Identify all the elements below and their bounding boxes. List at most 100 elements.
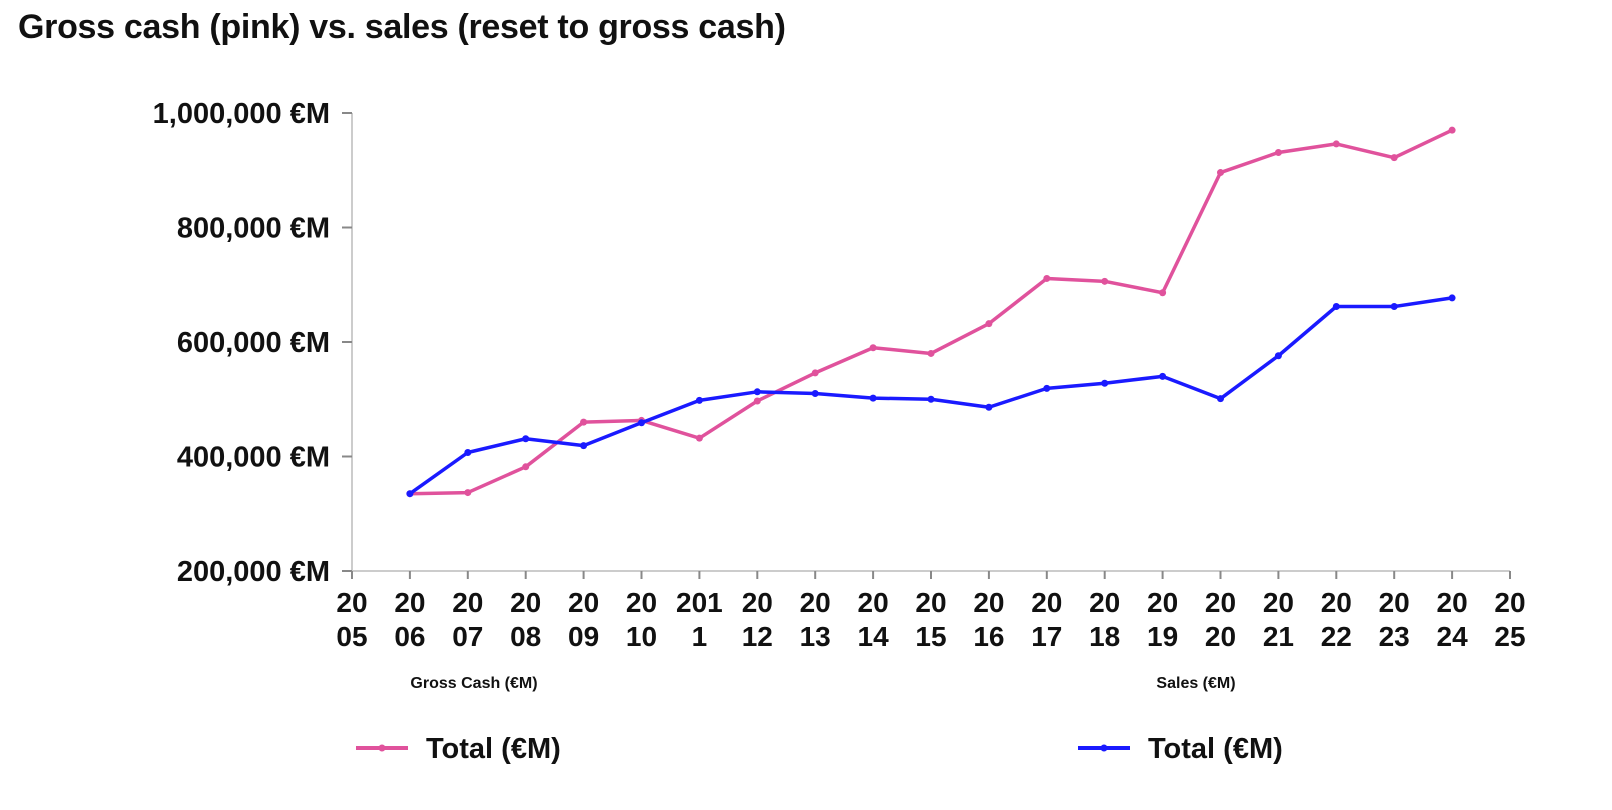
data-point xyxy=(1448,294,1456,302)
x-tick-label: 20 24 xyxy=(1437,587,1469,652)
x-tick-label-line1: 20 xyxy=(1263,587,1294,618)
x-tick-label-line2: 09 xyxy=(568,621,599,652)
chart-title: Gross cash (pink) vs. sales (reset to gr… xyxy=(18,8,786,46)
x-tick-label-line1: 20 xyxy=(742,587,773,618)
x-tick-label-line2: 13 xyxy=(800,621,831,652)
data-point xyxy=(1043,274,1051,282)
data-point xyxy=(811,369,819,377)
x-tick-label-line1: 20 xyxy=(452,587,483,618)
x-tick-label-line1: 20 xyxy=(858,587,889,618)
data-point xyxy=(1332,303,1340,311)
x-tick-label: 20 23 xyxy=(1379,587,1410,652)
x-tick-label-line2: 20 xyxy=(1205,621,1236,652)
y-tick-label: 200,000 €M xyxy=(177,556,330,588)
x-tick-label: 20 08 xyxy=(510,587,541,652)
legend-marker xyxy=(378,744,386,752)
x-tick-label-line1: 20 xyxy=(1089,587,1120,618)
data-point xyxy=(580,418,588,426)
data-point xyxy=(522,463,530,471)
x-tick-label-line2: 24 xyxy=(1437,621,1469,652)
x-tick-label-line1: 20 xyxy=(336,587,367,618)
data-point xyxy=(1101,277,1109,285)
x-tick-label-line2: 12 xyxy=(742,621,773,652)
x-tick-label-line1: 20 xyxy=(800,587,831,618)
chart-axes xyxy=(351,113,1510,572)
x-tick-label: 20 10 xyxy=(626,587,657,652)
x-tick-label: 20 13 xyxy=(800,587,831,652)
x-tick-label: 20 14 xyxy=(858,587,890,652)
y-tick-label: 800,000 €M xyxy=(177,213,330,245)
x-tick-label: 20 17 xyxy=(1031,587,1062,652)
x-tick-label-line1: 20 xyxy=(1437,587,1468,618)
legend-label: Total (€M) xyxy=(1148,733,1283,765)
x-tick-label: 20 05 xyxy=(336,587,367,652)
x-tick-label-line1: 20 xyxy=(915,587,946,618)
x-tick-label: 20 22 xyxy=(1321,587,1352,652)
x-tick-label-line2: 15 xyxy=(915,621,946,652)
x-tick-label-line1: 20 xyxy=(568,587,599,618)
x-tick-label: 201 1 xyxy=(676,587,723,652)
x-tick-label-line1: 20 xyxy=(1147,587,1178,618)
data-point xyxy=(1159,372,1167,380)
x-tick-label: 20 09 xyxy=(568,587,599,652)
x-tick-label: 20 19 xyxy=(1147,587,1178,652)
data-point xyxy=(695,434,703,442)
data-point xyxy=(985,403,993,411)
x-tick-label: 20 06 xyxy=(394,587,425,652)
data-point xyxy=(522,435,530,443)
data-point xyxy=(580,442,588,450)
x-tick-label: 20 07 xyxy=(452,587,483,652)
x-tick-label: 20 12 xyxy=(742,587,773,652)
x-tick-label-line2: 08 xyxy=(510,621,541,652)
data-point xyxy=(869,344,877,352)
legend: Total (€M) Total (€M) xyxy=(356,733,1283,765)
legend-label: Total (€M) xyxy=(426,733,561,765)
data-point xyxy=(811,390,819,398)
x-tick-label-line2: 1 xyxy=(692,621,708,652)
x-tick-label-line2: 06 xyxy=(394,621,425,652)
x-tick-label-line1: 20 xyxy=(510,587,541,618)
data-point xyxy=(753,397,761,405)
x-tick-label-line2: 21 xyxy=(1263,621,1294,652)
y-tick-label: 1,000,000 €M xyxy=(153,98,330,130)
x-tick-label: 20 21 xyxy=(1263,587,1294,652)
data-point xyxy=(1390,303,1398,311)
data-point xyxy=(1159,289,1167,297)
x-tick-label-line2: 19 xyxy=(1147,621,1178,652)
legend-marker xyxy=(1100,744,1108,752)
x-tick-label-line1: 20 xyxy=(1494,587,1525,618)
series-line-1 xyxy=(409,128,1453,496)
data-point xyxy=(927,349,935,357)
x-tick-label: 20 20 xyxy=(1205,587,1236,652)
x-tick-label-line2: 17 xyxy=(1031,621,1062,652)
data-point xyxy=(695,396,703,404)
data-point xyxy=(1274,352,1282,360)
x-tick-label-line1: 20 xyxy=(1031,587,1062,618)
x-tick-label-line2: 14 xyxy=(858,621,890,652)
x-tick-label-line1: 20 xyxy=(394,587,425,618)
data-point xyxy=(927,395,935,403)
data-point xyxy=(869,394,877,402)
x-tick-label: 20 25 xyxy=(1494,587,1525,652)
series-lines xyxy=(406,126,1456,498)
x-tick-label-line2: 22 xyxy=(1321,621,1352,652)
y-axis-ticks: 200,000 €M 400,000 €M 600,000 €M 800,000 €M… xyxy=(153,98,352,588)
x-tick-label-line1: 201 xyxy=(676,587,723,618)
x-tick-label-line1: 20 xyxy=(1321,587,1352,618)
x-tick-label-line2: 07 xyxy=(452,621,483,652)
data-point xyxy=(985,320,993,328)
data-point xyxy=(464,448,472,456)
data-point xyxy=(1043,384,1051,392)
x-tick-label-line2: 18 xyxy=(1089,621,1120,652)
data-point xyxy=(1274,149,1282,157)
data-point xyxy=(1332,140,1340,148)
data-point xyxy=(1390,154,1398,162)
x-tick-label: 20 15 xyxy=(915,587,946,652)
data-point xyxy=(1101,379,1109,387)
x-tick-label-line1: 20 xyxy=(626,587,657,618)
x-tick-label: 20 16 xyxy=(973,587,1004,652)
x-tick-label-line2: 25 xyxy=(1494,621,1525,652)
data-point xyxy=(1448,126,1456,134)
x-tick-label-line2: 23 xyxy=(1379,621,1410,652)
